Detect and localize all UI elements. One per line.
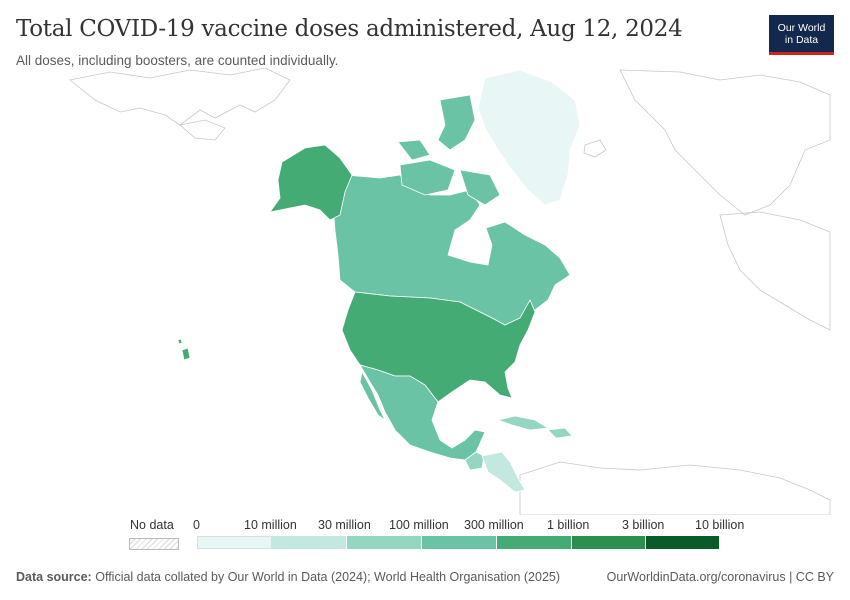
legend-swatch-2[interactable]	[347, 536, 422, 549]
no-data-label: No data	[130, 518, 174, 532]
legend-swatch-3[interactable]	[422, 536, 497, 549]
data-source: Data source: Official data collated by O…	[16, 570, 560, 584]
alaska-region[interactable]	[269, 144, 353, 221]
legend-tick-0: 0	[193, 518, 200, 532]
legend-tick-4: 300 million	[464, 518, 524, 532]
legend-swatch-5[interactable]	[572, 536, 646, 549]
source-text: Official data collated by Our World in D…	[95, 570, 561, 584]
iceland-outline	[583, 139, 607, 158]
legend-swatch-6[interactable]	[646, 536, 720, 549]
source-url-link[interactable]: OurWorldinData.org/coronavirus | CC BY	[606, 570, 834, 584]
chukotka-outline	[179, 119, 226, 141]
legend-tick-1: 10 million	[244, 518, 297, 532]
legend-tick-3: 100 million	[389, 518, 449, 532]
chart-title: Total COVID-19 vaccine doses administere…	[16, 16, 683, 42]
owid-logo[interactable]: Our World in Data	[769, 15, 834, 55]
hispaniola-region[interactable]	[547, 427, 573, 439]
north-america-map	[69, 67, 831, 515]
legend-tick-6: 3 billion	[622, 518, 665, 532]
canada-arctic-islands[interactable]	[397, 94, 501, 206]
greenland-region[interactable]	[477, 69, 581, 206]
cuba-region[interactable]	[496, 415, 550, 431]
legend-tick-5: 1 billion	[547, 518, 590, 532]
central-america-region[interactable]	[481, 451, 526, 493]
background-outlines	[69, 67, 831, 515]
guatemala-region[interactable]	[464, 451, 485, 471]
africa-outline	[719, 211, 831, 331]
europe-outline	[619, 69, 831, 216]
chart-subtitle: All doses, including boosters, are count…	[16, 53, 339, 68]
logo-line-1: Our World	[777, 21, 826, 34]
legend-tick-7: 10 billion	[695, 518, 745, 532]
no-data-swatch[interactable]	[129, 538, 179, 550]
legend: No data 0 10 million 30 million 100 mill…	[0, 514, 850, 554]
source-label: Data source:	[16, 570, 92, 584]
countries-layer	[177, 69, 581, 493]
russia-outline	[69, 67, 291, 126]
baja-california-region[interactable]	[359, 370, 386, 421]
mexico-region[interactable]	[359, 364, 486, 461]
legend-swatch-0[interactable]	[197, 536, 272, 549]
legend-swatch-1[interactable]	[272, 536, 347, 549]
legend-tick-2: 30 million	[318, 518, 371, 532]
logo-line-2: in Data	[784, 33, 819, 46]
south-america-outline	[519, 461, 831, 515]
hawaii-region[interactable]	[177, 338, 191, 361]
legend-swatch-4[interactable]	[497, 536, 572, 549]
